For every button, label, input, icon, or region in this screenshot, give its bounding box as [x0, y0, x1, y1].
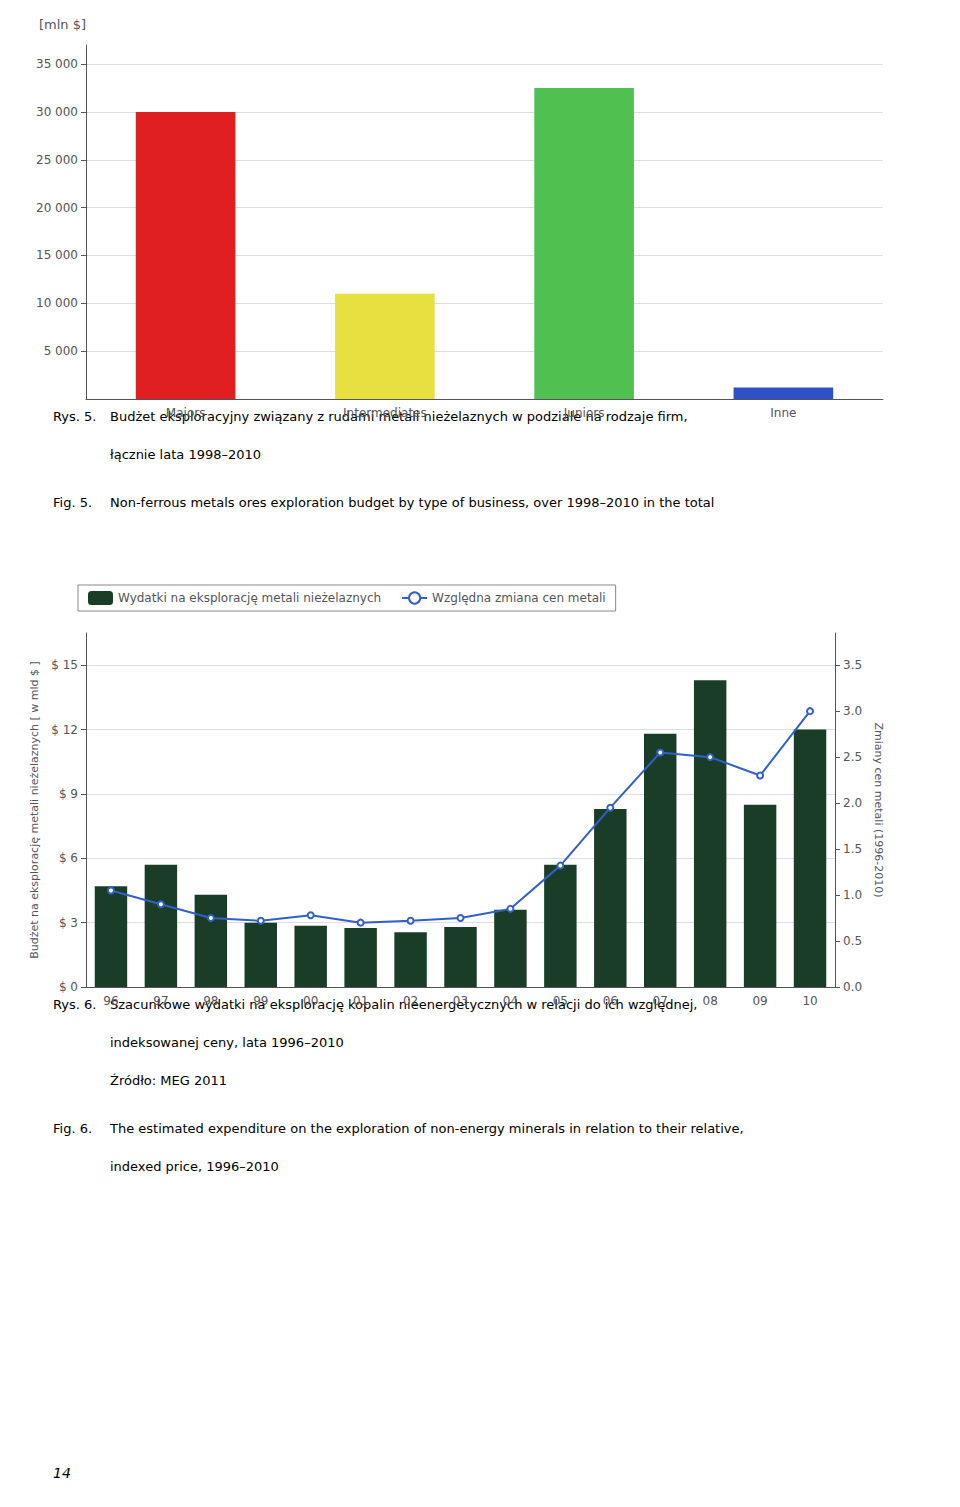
svg-text:Rys. 6.: Rys. 6.: [53, 997, 96, 1012]
svg-text:Rys. 5.: Rys. 5.: [53, 409, 96, 424]
svg-text:96: 96: [103, 994, 118, 1008]
svg-text:35 000: 35 000: [36, 57, 78, 71]
svg-text:$ 6: $ 6: [59, 851, 78, 865]
svg-text:Inne: Inne: [770, 406, 796, 420]
svg-text:14: 14: [53, 1465, 71, 1481]
svg-text:indexed price, 1996–2010: indexed price, 1996–2010: [110, 1159, 279, 1174]
svg-text:indeksowanej ceny, lata 1996–2: indeksowanej ceny, lata 1996–2010: [110, 1035, 344, 1050]
svg-text:1.5: 1.5: [843, 842, 862, 856]
svg-text:02: 02: [403, 994, 418, 1008]
svg-text:07: 07: [653, 994, 668, 1008]
svg-text:10 000: 10 000: [36, 296, 78, 310]
svg-text:0.0: 0.0: [843, 980, 862, 994]
svg-text:[mln $]: [mln $]: [39, 17, 86, 32]
svg-text:$ 0: $ 0: [59, 980, 78, 994]
svg-text:05: 05: [553, 994, 568, 1008]
svg-text:Juniors: Juniors: [563, 406, 605, 420]
svg-text:5 000: 5 000: [44, 344, 78, 358]
svg-text:Źródło: MEG 2011: Źródło: MEG 2011: [110, 1073, 227, 1088]
svg-text:Wydatki na eksplorację metali: Wydatki na eksplorację metali nieżelazny…: [118, 591, 381, 605]
svg-text:The estimated expenditure on t: The estimated expenditure on the explora…: [109, 1121, 744, 1136]
svg-text:$ 9: $ 9: [59, 787, 78, 801]
svg-text:15 000: 15 000: [36, 248, 78, 262]
svg-text:łącznie lata 1998–2010: łącznie lata 1998–2010: [110, 447, 261, 462]
svg-text:Fig. 6.: Fig. 6.: [53, 1121, 92, 1136]
svg-text:98: 98: [203, 994, 218, 1008]
svg-text:Majors: Majors: [166, 406, 206, 420]
svg-text:99: 99: [253, 994, 268, 1008]
svg-text:03: 03: [453, 994, 468, 1008]
svg-text:10: 10: [802, 994, 817, 1008]
svg-text:30 000: 30 000: [36, 105, 78, 119]
svg-text:04: 04: [503, 994, 518, 1008]
svg-text:$ 3: $ 3: [59, 916, 78, 930]
svg-text:Non-ferrous metals ores explor: Non-ferrous metals ores exploration budg…: [110, 495, 714, 510]
svg-text:Intermediates: Intermediates: [343, 406, 427, 420]
svg-text:25 000: 25 000: [36, 153, 78, 167]
svg-text:00: 00: [303, 994, 318, 1008]
svg-text:$ 12: $ 12: [51, 723, 78, 737]
svg-text:Względna zmiana cen metali: Względna zmiana cen metali: [432, 591, 606, 605]
svg-text:2.5: 2.5: [843, 750, 862, 764]
svg-text:97: 97: [153, 994, 168, 1008]
svg-text:3.5: 3.5: [843, 658, 862, 672]
svg-text:20 000: 20 000: [36, 201, 78, 215]
svg-text:0.5: 0.5: [843, 934, 862, 948]
svg-text:Fig. 5.: Fig. 5.: [53, 495, 92, 510]
svg-text:01: 01: [353, 994, 368, 1008]
svg-text:3.0: 3.0: [843, 704, 862, 718]
svg-text:Budżet na eksplorację metali n: Budżet na eksplorację metali nieżelaznyc…: [28, 661, 41, 959]
svg-text:2.0: 2.0: [843, 796, 862, 810]
svg-text:06: 06: [603, 994, 618, 1008]
svg-text:$ 15: $ 15: [51, 658, 78, 672]
svg-text:08: 08: [703, 994, 718, 1008]
svg-text:Zmiany cen metali (1996-2010): Zmiany cen metali (1996-2010): [872, 723, 885, 898]
svg-text:09: 09: [752, 994, 767, 1008]
svg-text:1.0: 1.0: [843, 888, 862, 902]
